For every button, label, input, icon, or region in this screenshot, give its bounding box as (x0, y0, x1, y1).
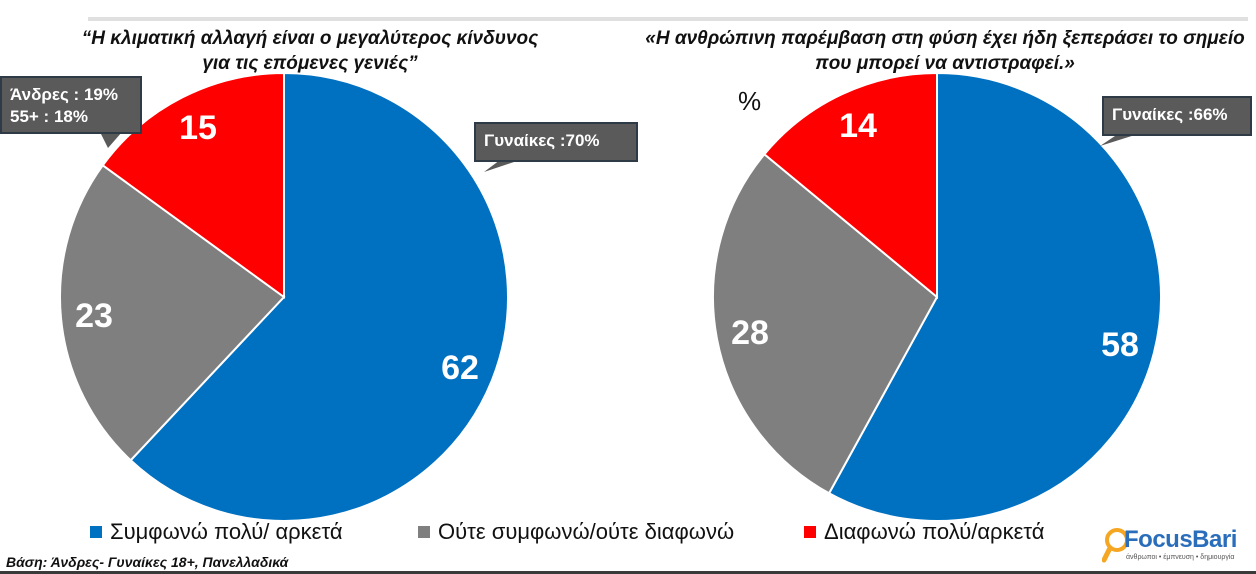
pie-slice-agree (129, 71, 509, 522)
callout-women-left-pointer (484, 160, 520, 172)
legend-item-disagree: Διαφωνώ πολύ/αρκετά (804, 519, 1044, 545)
legend-swatch-neutral (418, 526, 430, 538)
legend-swatch-disagree (804, 526, 816, 538)
callout-women-left: Γυναίκες :70% (474, 122, 638, 162)
legend-label-agree: Συμφωνώ πολύ/ αρκετά (110, 519, 343, 544)
callout-women-left-label: Γυναίκες :70% (484, 131, 600, 150)
logo-name: FocusBari (1124, 526, 1237, 553)
legend-swatch-agree (90, 526, 102, 538)
top-divider (88, 17, 1248, 21)
left-title-line2: για τις επόμενες γενιές” (202, 53, 418, 74)
base-note: Βάση: Άνδρες- Γυναίκες 18+, Πανελλαδικά (6, 554, 289, 570)
right-title-line1: «Η ανθρώπινη παρέμβαση στη φύση έχει ήδη… (645, 28, 1245, 49)
right-title-line2: που μπορεί να αντιστραφεί.» (815, 53, 1075, 74)
pie-slice-disagree (101, 71, 285, 299)
legend-item-neutral: Ούτε συμφωνώ/ούτε διαφωνώ (418, 519, 734, 545)
callout-women-right-label: Γυναίκες :66% (1112, 105, 1228, 124)
bottom-divider (0, 571, 1256, 574)
left-title-line1: “Η κλιματική αλλαγή είναι ο μεγαλύτερος … (81, 28, 539, 49)
legend-item-agree: Συμφωνώ πολύ/ αρκετά (90, 519, 343, 545)
pie-slice-neutral (59, 163, 286, 462)
data-label-disagree: 15 (179, 109, 217, 147)
data-label-neutral: 23 (75, 297, 113, 335)
callout-55plus-label: 55+ : 18% (10, 107, 88, 126)
pie-slice-disagree (762, 71, 938, 300)
focusbari-logo: FocusBari άνθρωποι • έμπνευση • δημιουργ… (1102, 524, 1252, 568)
left-chart-title: “Η κλιματική αλλαγή είναι ο μεγαλύτερος … (60, 26, 560, 76)
right-chart-title: «Η ανθρώπινη παρέμβαση στη φύση έχει ήδη… (630, 26, 1256, 76)
data-label-disagree: 14 (839, 107, 877, 145)
magnifier-icon (1102, 528, 1129, 563)
callout-women-right-pointer (1100, 134, 1138, 146)
pie-slice-agree (827, 71, 1162, 522)
callout-women-right: Γυναίκες :66% (1102, 96, 1252, 136)
pie-chart-left: 62 23 15 (59, 71, 509, 522)
callout-men-55plus: Άνδρες : 19% 55+ : 18% (0, 76, 142, 134)
callout-men-label: Άνδρες : 19% (10, 85, 118, 104)
data-label-agree: 58 (1101, 326, 1139, 364)
pie-slice-neutral (712, 152, 939, 495)
data-label-neutral: 28 (731, 314, 769, 352)
legend-label-neutral: Ούτε συμφωνώ/ούτε διαφωνώ (438, 519, 735, 544)
pie-chart-right: 58 28 14 (712, 71, 1162, 522)
legend: Συμφωνώ πολύ/ αρκετά Ούτε συμφωνώ/ούτε δ… (76, 517, 1096, 547)
callout-men-pointer (100, 132, 122, 148)
data-label-agree: 62 (441, 349, 479, 387)
logo-tagline: άνθρωποι • έμπνευση • δημιουργία (1126, 554, 1235, 561)
legend-label-disagree: Διαφωνώ πολύ/αρκετά (824, 519, 1045, 544)
percent-unit-label: % (738, 86, 762, 116)
